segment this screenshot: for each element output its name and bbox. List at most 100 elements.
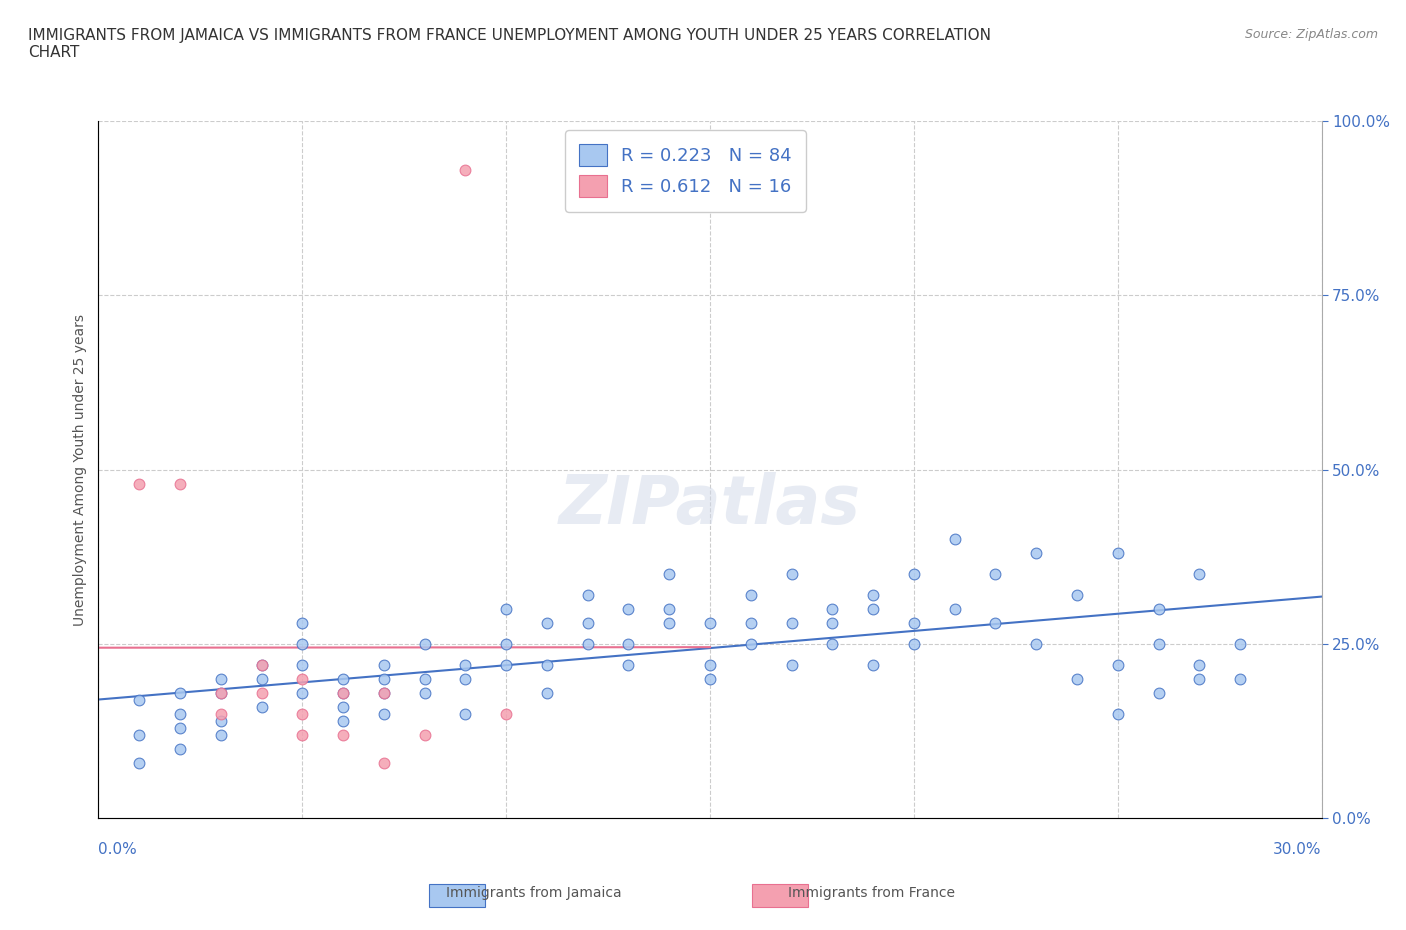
Point bbox=[984, 567, 1007, 582]
Point bbox=[495, 658, 517, 672]
Point bbox=[699, 616, 721, 631]
Point bbox=[576, 588, 599, 603]
Point bbox=[576, 616, 599, 631]
Point bbox=[536, 658, 558, 672]
Point bbox=[1229, 671, 1251, 686]
Point bbox=[250, 671, 273, 686]
Point bbox=[1066, 588, 1088, 603]
Point bbox=[821, 616, 844, 631]
Point bbox=[169, 476, 191, 491]
Point bbox=[250, 658, 273, 672]
Point bbox=[1229, 637, 1251, 652]
Point bbox=[658, 602, 681, 617]
Point bbox=[169, 707, 191, 722]
Point bbox=[740, 588, 762, 603]
Point bbox=[903, 567, 925, 582]
Point bbox=[250, 658, 273, 672]
Text: ZIPatlas: ZIPatlas bbox=[560, 472, 860, 538]
Point bbox=[128, 692, 150, 708]
Point bbox=[413, 637, 436, 652]
Point bbox=[495, 602, 517, 617]
Point bbox=[332, 671, 354, 686]
Point bbox=[373, 658, 395, 672]
Point bbox=[209, 713, 232, 728]
Point bbox=[617, 602, 640, 617]
Point bbox=[209, 685, 232, 700]
Point bbox=[250, 685, 273, 700]
Point bbox=[1147, 685, 1170, 700]
Point bbox=[291, 637, 314, 652]
Point bbox=[250, 699, 273, 714]
Point bbox=[332, 727, 354, 742]
Point bbox=[373, 685, 395, 700]
Point bbox=[658, 567, 681, 582]
Point bbox=[1107, 707, 1129, 722]
Point bbox=[903, 616, 925, 631]
Point bbox=[943, 532, 966, 547]
Point bbox=[169, 720, 191, 735]
Point bbox=[1147, 637, 1170, 652]
Point bbox=[1188, 671, 1211, 686]
Point bbox=[209, 685, 232, 700]
Point bbox=[617, 658, 640, 672]
Point bbox=[1107, 658, 1129, 672]
Text: 30.0%: 30.0% bbox=[1274, 842, 1322, 857]
Point bbox=[373, 755, 395, 770]
Point bbox=[984, 616, 1007, 631]
Point bbox=[699, 658, 721, 672]
Point bbox=[1025, 546, 1047, 561]
Point bbox=[780, 658, 803, 672]
Point bbox=[373, 707, 395, 722]
Point bbox=[413, 671, 436, 686]
Point bbox=[454, 162, 477, 177]
Point bbox=[291, 727, 314, 742]
Point bbox=[373, 671, 395, 686]
Point bbox=[291, 658, 314, 672]
Text: 0.0%: 0.0% bbox=[98, 842, 138, 857]
Point bbox=[373, 685, 395, 700]
Point bbox=[169, 741, 191, 756]
Point bbox=[536, 616, 558, 631]
Point bbox=[1025, 637, 1047, 652]
Point bbox=[821, 637, 844, 652]
Point bbox=[332, 685, 354, 700]
Point bbox=[1066, 671, 1088, 686]
Point bbox=[576, 637, 599, 652]
Point bbox=[454, 671, 477, 686]
Point bbox=[903, 637, 925, 652]
Text: IMMIGRANTS FROM JAMAICA VS IMMIGRANTS FROM FRANCE UNEMPLOYMENT AMONG YOUTH UNDER: IMMIGRANTS FROM JAMAICA VS IMMIGRANTS FR… bbox=[28, 28, 991, 60]
Point bbox=[413, 727, 436, 742]
Point bbox=[862, 602, 884, 617]
Point bbox=[740, 637, 762, 652]
Point bbox=[291, 671, 314, 686]
Point bbox=[658, 616, 681, 631]
Legend: R = 0.223   N = 84, R = 0.612   N = 16: R = 0.223 N = 84, R = 0.612 N = 16 bbox=[565, 130, 806, 212]
Point bbox=[291, 685, 314, 700]
Point bbox=[209, 707, 232, 722]
Point bbox=[128, 755, 150, 770]
Point bbox=[332, 699, 354, 714]
Point bbox=[454, 658, 477, 672]
Point bbox=[1188, 567, 1211, 582]
Y-axis label: Unemployment Among Youth under 25 years: Unemployment Among Youth under 25 years bbox=[73, 313, 87, 626]
Point bbox=[332, 713, 354, 728]
Point bbox=[332, 685, 354, 700]
Text: Immigrants from France: Immigrants from France bbox=[789, 885, 955, 900]
Point bbox=[209, 671, 232, 686]
Point bbox=[495, 707, 517, 722]
Point bbox=[536, 685, 558, 700]
Text: Source: ZipAtlas.com: Source: ZipAtlas.com bbox=[1244, 28, 1378, 41]
Point bbox=[291, 707, 314, 722]
Point bbox=[780, 567, 803, 582]
Point bbox=[128, 476, 150, 491]
Text: Immigrants from Jamaica: Immigrants from Jamaica bbox=[447, 885, 621, 900]
Point bbox=[699, 671, 721, 686]
Point bbox=[209, 727, 232, 742]
Point bbox=[291, 616, 314, 631]
Point bbox=[128, 727, 150, 742]
Point bbox=[1147, 602, 1170, 617]
Point bbox=[943, 602, 966, 617]
Point bbox=[862, 588, 884, 603]
Point bbox=[780, 616, 803, 631]
Point bbox=[821, 602, 844, 617]
